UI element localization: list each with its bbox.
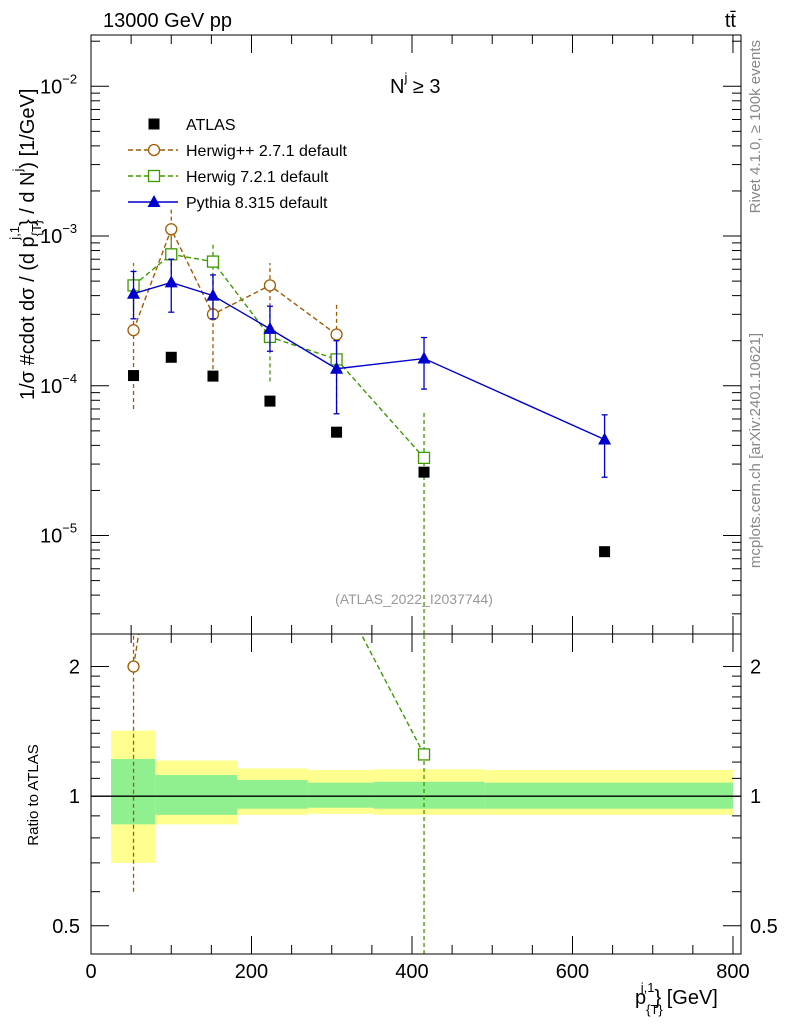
ratio-point-h7 xyxy=(417,748,431,761)
legend-label-herwig7: Herwig 7.2.1 default xyxy=(186,169,329,186)
data-point-atlas xyxy=(264,395,276,407)
y-tick-label-base: 10 xyxy=(40,226,62,248)
series-h7 xyxy=(127,235,431,634)
legend-marker-py xyxy=(147,195,161,207)
ratio-line-hpp xyxy=(132,634,140,667)
series-line-h7 xyxy=(133,253,425,459)
panel-title-base: N xyxy=(390,76,404,98)
data-point-py xyxy=(263,321,277,334)
uncertainty-band-inner xyxy=(155,774,238,815)
legend-marker-atlas xyxy=(148,118,160,130)
uncertainty-band-inner xyxy=(307,782,374,808)
data-point-h7 xyxy=(206,255,220,268)
x-tick-label: 800 xyxy=(716,961,749,983)
data-point-py xyxy=(417,351,431,364)
uncertainty-band-inner xyxy=(373,781,485,809)
x-tick-label: 200 xyxy=(235,961,268,983)
ratio-y-tick-label-left: 2 xyxy=(69,657,80,679)
rivet-version-label: Rivet 4.1.0, ≥ 100k events xyxy=(747,40,764,213)
uncertainty-band-inner xyxy=(237,780,308,809)
legend-label-atlas: ATLAS xyxy=(186,117,236,134)
ratio-y-tick-label-right: 1 xyxy=(750,786,761,808)
data-point-py xyxy=(330,361,344,374)
y-tick-label-exp: −5 xyxy=(62,521,77,536)
x-tick-label: 0 xyxy=(85,961,96,983)
data-point-py xyxy=(127,286,141,299)
data-point-h7 xyxy=(417,451,431,465)
data-point-py xyxy=(598,432,612,445)
energy-label: 13000 GeV pp xyxy=(103,10,232,32)
y-tick-label-base: 10 xyxy=(40,76,62,98)
data-point-hpp xyxy=(165,223,178,236)
legend-marker-h7 xyxy=(147,169,161,183)
data-point-py xyxy=(164,275,178,288)
y-tick-label: 10−5 xyxy=(40,521,77,548)
data-point-atlas xyxy=(599,546,611,558)
data-point-atlas xyxy=(331,426,343,438)
data-point-hpp xyxy=(127,324,140,337)
ratio-panel: 0.5 0.5 1 1 2 2 0 200 400 600 800 Ratio to ATLAS p… xyxy=(25,633,778,1017)
main-panel: (ATLAS_2022_I2037744) Nj ≥ 3 10−210−310−… xyxy=(7,34,742,635)
x-axis-label: p{T}j,1} [GeV] xyxy=(635,980,718,1017)
y-tick-label-exp: −3 xyxy=(62,221,77,236)
y-tick-label: 10−3 xyxy=(40,221,77,248)
x-tick-label: 600 xyxy=(556,961,589,983)
panel-title-sup: j xyxy=(403,70,407,85)
y-tick-label-exp: −4 xyxy=(62,371,77,386)
ratio-points-h7 xyxy=(417,634,431,954)
ratio-y-axis-label: Ratio to ATLAS xyxy=(25,744,42,845)
series-line-hpp xyxy=(132,227,337,336)
ratio-line-h7 xyxy=(360,634,425,755)
ratio-y-tick-label-right: 0.5 xyxy=(750,916,778,938)
source-label: mcplots.cern.ch [arXiv:2401.10621] xyxy=(747,333,764,568)
data-point-atlas xyxy=(418,466,430,478)
legend: ATLAS Herwig++ 2.7.1 default Herwig 7.2.… xyxy=(128,117,348,212)
main-y-axis-label: 1/σ #cdot dσ / (d p{T}j,1} / d Nj) [1/Ge… xyxy=(7,89,44,400)
ratio-series-h7 xyxy=(360,634,425,755)
y-tick-label-base: 10 xyxy=(40,376,62,398)
ratio-frame xyxy=(90,633,742,955)
data-point-hpp xyxy=(263,279,277,292)
legend-label-pythia: Pythia 8.315 default xyxy=(186,195,328,212)
y-tick-label-exp: −2 xyxy=(62,71,77,86)
x-tick-label: 400 xyxy=(395,961,428,983)
data-point-atlas xyxy=(207,370,219,382)
panel-title: Nj ≥ 3 xyxy=(390,70,441,98)
y-tick-label-base: 10 xyxy=(40,526,62,548)
data-point-atlas xyxy=(128,370,140,382)
series-line-py xyxy=(133,281,605,441)
ratio-y-tick-label-left: 1 xyxy=(69,786,80,808)
data-point-hpp xyxy=(330,328,343,341)
ratio-y-tick-label-left: 0.5 xyxy=(52,916,80,938)
series-atlas xyxy=(128,351,611,558)
ratio-points-hpp xyxy=(127,634,140,892)
data-point-atlas xyxy=(165,351,177,363)
legend-label-herwigpp: Herwig++ 2.7.1 default xyxy=(186,143,348,160)
legend-marker-hpp xyxy=(147,143,161,157)
watermark-label: (ATLAS_2022_I2037744) xyxy=(335,591,493,607)
ratio-y-tick-label-right: 2 xyxy=(750,657,761,679)
ratio-point-hpp xyxy=(127,660,140,673)
process-label: tt̄ xyxy=(725,10,737,32)
ratio-series-hpp xyxy=(132,634,140,667)
series-py xyxy=(127,258,612,478)
y-tick-label: 10−2 xyxy=(40,71,77,98)
data-point-py xyxy=(206,288,220,301)
y-tick-label: 10−4 xyxy=(40,371,77,398)
panel-title-rest: ≥ 3 xyxy=(407,76,440,98)
data-point-h7 xyxy=(165,248,178,261)
